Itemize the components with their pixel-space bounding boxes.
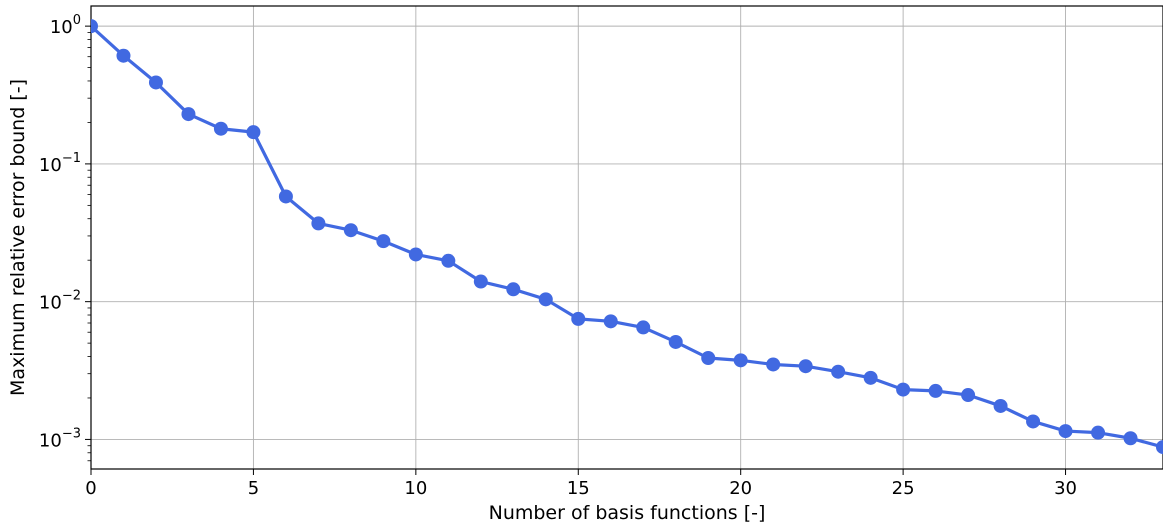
- y-tick-label: 10−3: [39, 426, 81, 451]
- axis-ticks: 0 5 10 15 20 25 30 100 10−1 10−2 10−3: [39, 13, 1077, 499]
- data-point: [1123, 431, 1138, 446]
- data-point: [1091, 425, 1106, 440]
- x-tick-label: 0: [85, 478, 96, 499]
- data-point: [116, 48, 131, 63]
- data-point: [473, 274, 488, 289]
- y-tick-label: 10−2: [39, 289, 81, 314]
- data-point: [733, 353, 748, 368]
- data-point: [1156, 440, 1163, 455]
- data-point: [701, 350, 716, 365]
- series-line: [91, 24, 1163, 449]
- x-tick-label: 30: [1054, 478, 1077, 499]
- data-point: [376, 234, 391, 249]
- data-point: [181, 107, 196, 122]
- data-point: [798, 359, 813, 374]
- data-point: [408, 247, 423, 262]
- data-point: [1058, 424, 1073, 439]
- data-point: [603, 314, 618, 329]
- data-point: [668, 334, 683, 349]
- data-point: [961, 388, 976, 403]
- data-point: [538, 292, 553, 307]
- data-point: [831, 364, 846, 379]
- data-point: [506, 282, 521, 297]
- y-tick-label: 100: [50, 13, 81, 38]
- x-tick-label: 10: [404, 478, 427, 499]
- data-point: [928, 383, 943, 398]
- data-point: [896, 382, 911, 397]
- data-point: [343, 223, 358, 238]
- data-point: [311, 216, 326, 231]
- data-point: [1026, 414, 1041, 429]
- x-tick-label: 5: [248, 478, 259, 499]
- data-point: [246, 125, 261, 140]
- data-point: [441, 253, 456, 268]
- data-point: [91, 19, 98, 34]
- data-point: [766, 357, 781, 372]
- data-point: [148, 75, 163, 90]
- data-point: [993, 398, 1008, 413]
- y-axis-label: Maximum relative error bound [-]: [7, 79, 29, 396]
- plot-frame: [90, 5, 1163, 470]
- x-tick-label: 15: [567, 478, 590, 499]
- data-point: [636, 320, 651, 335]
- data-point: [278, 189, 293, 204]
- data-point: [571, 311, 586, 326]
- data-point: [213, 121, 228, 136]
- x-axis-label: Number of basis functions [-]: [489, 502, 766, 524]
- series-layer: [91, 19, 1163, 455]
- y-tick-label: 10−1: [39, 151, 81, 176]
- x-tick-label: 20: [729, 478, 752, 499]
- x-tick-label: 25: [892, 478, 915, 499]
- grid-lines: [90, 6, 1163, 469]
- data-point: [863, 370, 878, 385]
- series-clip-group: [91, 19, 1163, 455]
